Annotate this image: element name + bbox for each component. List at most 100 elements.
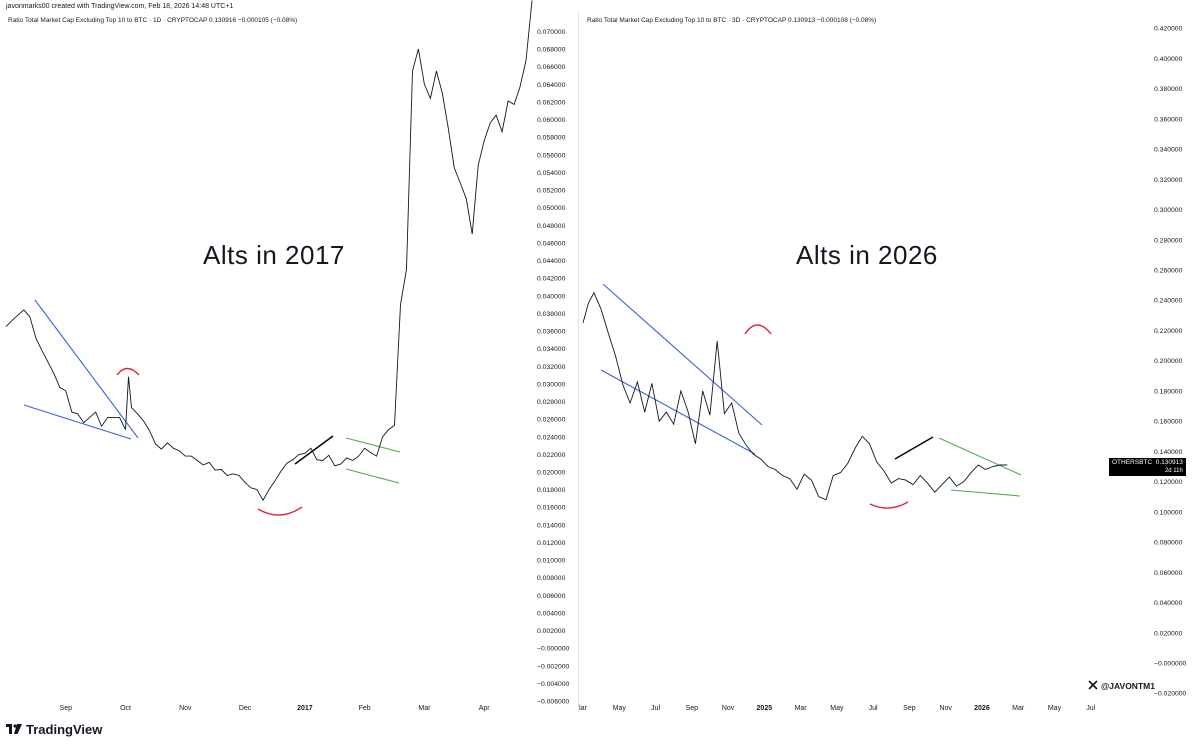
x-tick-label: Jul (1086, 705, 1095, 712)
chart-2026-svg[interactable]: 0.420000 0.400000 0.380000 0.360000 0.340000… (579, 10, 1199, 712)
y-tick-label: 0.280000 (1154, 237, 1183, 244)
y-tick-label: −0.020000 (1154, 691, 1187, 698)
x-tick-label: Feb (359, 705, 371, 712)
flag-bottom-line (950, 489, 1021, 497)
y-tick-label: 0.004000 (537, 610, 566, 617)
x-tick-label: Jul (869, 705, 878, 712)
y-tick-label: 0.064000 (537, 82, 566, 89)
x-tick-label: Jul (651, 705, 660, 712)
x-logo-icon (1088, 680, 1098, 692)
x-tick-label: Nov (722, 705, 735, 712)
y-tick-label: 0.060000 (537, 117, 566, 124)
price-line-2017 (5, 0, 533, 502)
x-tick-label: 2017 (297, 705, 313, 712)
y-tick-label: −0.002000 (537, 663, 570, 670)
x-tick-label: Mar (1012, 705, 1025, 712)
y-tick-label: 0.026000 (537, 417, 566, 424)
y-tick-label: 0.340000 (1154, 147, 1183, 154)
drawings-2026 (600, 283, 1022, 509)
x-tick-label: May (830, 705, 844, 712)
x-tick-label: Apr (479, 705, 491, 712)
y-tick-label: 0.002000 (537, 628, 566, 635)
y-tick-label: 0.058000 (537, 135, 566, 142)
y-tick-label: 0.400000 (1154, 56, 1183, 63)
chart-header: javonmarks00 created with TradingView.co… (6, 3, 234, 10)
y-tick-label: 0.018000 (537, 487, 566, 494)
breakout-line (294, 435, 334, 465)
y-tick-label: 0.062000 (537, 99, 566, 106)
y-tick-label: 0.068000 (537, 47, 566, 54)
y-tick-label: 0.020000 (1154, 630, 1183, 637)
flag-top-line (938, 437, 1022, 476)
y-tick-label: 0.320000 (1154, 177, 1183, 184)
wedge-bottom-line (23, 404, 132, 440)
y-tick-label: 0.024000 (537, 434, 566, 441)
x-tick-label: May (613, 705, 627, 712)
y-tick-label: 0.040000 (1154, 600, 1183, 607)
y-tick-label: 0.042000 (537, 276, 566, 283)
y-tick-label: 0.046000 (537, 240, 566, 247)
chart-2017-svg[interactable]: 0.070000 0.068000 0.066000 0.064000 0.062000… (0, 0, 578, 712)
y-tick-label: 0.022000 (537, 452, 566, 459)
x-tick-label: May (1048, 705, 1062, 712)
overlay-title: Alts in 2017 (203, 240, 345, 270)
x-tick-label: Dec (239, 705, 252, 712)
y-tick-label: 0.028000 (537, 399, 566, 406)
y-tick-label: 0.300000 (1154, 207, 1183, 214)
y-tick-label: 0.030000 (537, 381, 566, 388)
x-tick-label: Nov (939, 705, 952, 712)
y-tick-label: 0.180000 (1154, 388, 1183, 395)
y-tick-label: 0.034000 (537, 346, 566, 353)
drawings-2017 (23, 299, 401, 516)
x-tick-label: Sep (903, 705, 916, 712)
bottom-arc (257, 506, 303, 516)
channel-bottom-line (600, 369, 756, 455)
x-tick-label: Oct (120, 705, 131, 712)
badge-value: 0.130913 (1155, 459, 1183, 466)
y-tick-label: 0.016000 (537, 505, 566, 512)
y-tick-label: −0.000000 (1154, 661, 1187, 668)
x-tick-label: Mar (795, 705, 808, 712)
x-tick-label: lar (579, 705, 587, 712)
y-tick-label: 0.036000 (537, 329, 566, 336)
y-tick-label: 0.360000 (1154, 116, 1183, 123)
y-tick-label: −0.000000 (537, 646, 570, 653)
y-tick-label: 0.100000 (1154, 509, 1183, 516)
y-tick-label: 0.054000 (537, 170, 566, 177)
x-tick-label: Sep (686, 705, 699, 712)
x-tick-label: Sep (60, 705, 73, 712)
local-top-arc (116, 367, 140, 376)
tradingview-logo[interactable]: TradingView (6, 722, 102, 737)
flag-top-line (345, 437, 401, 453)
y-tick-label: 0.010000 (537, 558, 566, 565)
y-tick-label: 0.052000 (537, 188, 566, 195)
y-tick-label: 0.020000 (537, 470, 566, 477)
y-tick-label: −0.004000 (537, 681, 570, 688)
price-line-2026 (582, 291, 1008, 501)
y-tick-label: 0.048000 (537, 223, 566, 230)
breakout-line (894, 436, 934, 460)
handle-text: @JAVONTM1 (1101, 681, 1155, 691)
y-tick-label: 0.044000 (537, 258, 566, 265)
wedge-top-line (34, 299, 139, 439)
y-tick-label: 0.120000 (1154, 479, 1183, 486)
y-tick-label: 0.080000 (1154, 540, 1183, 547)
y-tick-label: 0.008000 (537, 575, 566, 582)
chart-panel-2026[interactable]: 0.420000 0.400000 0.380000 0.360000 0.340000… (578, 10, 1199, 712)
author-handle[interactable]: @JAVONTM1 (1088, 680, 1155, 692)
flag-bottom-line (345, 468, 400, 484)
tradingview-icon (6, 723, 22, 737)
chart-panel-2017[interactable]: 0.070000 0.068000 0.066000 0.064000 0.062000… (0, 0, 578, 712)
y-tick-label: 0.012000 (537, 540, 566, 547)
y-tick-label: 0.200000 (1154, 358, 1183, 365)
chart-title: Ratio Total Market Cap Excluding Top 10 … (8, 17, 298, 24)
local-top-arc (744, 324, 772, 335)
y-tick-label: 0.260000 (1154, 268, 1183, 275)
y-tick-label: 0.032000 (537, 364, 566, 371)
channel-top-line (602, 283, 763, 426)
x-tick-label: 2025 (757, 705, 773, 712)
x-tick-label: Nov (179, 705, 192, 712)
badge-countdown: 2d 11h (1164, 468, 1183, 474)
y-tick-label: 0.420000 (1154, 26, 1183, 33)
overlay-title: Alts in 2026 (796, 240, 938, 270)
